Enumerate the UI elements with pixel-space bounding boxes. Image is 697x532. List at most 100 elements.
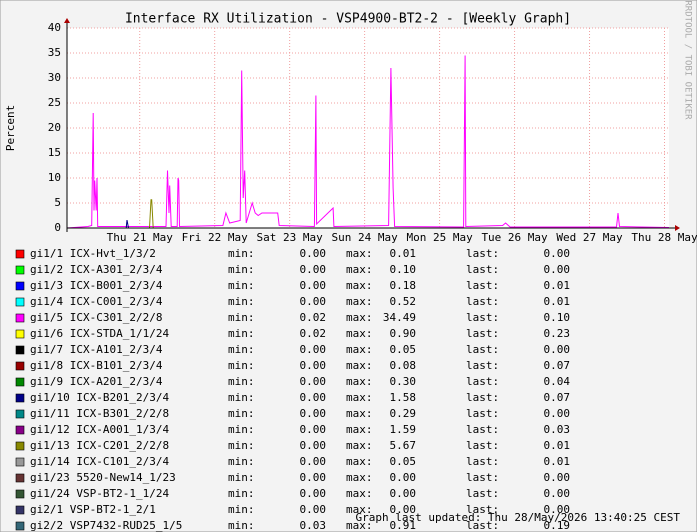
stat-label: last: [466,327,499,340]
stat-value: 0.05 [390,343,417,356]
stat-label: min: [228,391,255,404]
stat-label: max: [346,295,373,308]
legend-swatch [15,345,25,355]
y-tick-label: 10 [48,171,61,184]
stat-value: 1.58 [390,391,417,404]
stat-label: last: [466,391,499,404]
stat-label: last: [466,439,499,452]
legend-swatch [15,329,25,339]
stat-label: min: [228,343,255,356]
y-arrow [64,18,70,23]
stat-label: min: [228,359,255,372]
stat-label: last: [466,247,499,260]
stat-label: min: [228,263,255,276]
stat-value: 0.00 [300,263,327,276]
stat-label: max: [346,343,373,356]
stat-label: last: [466,263,499,276]
y-tick-label: 15 [48,146,61,159]
y-tick-label: 35 [48,46,61,59]
legend-label: gi2/2 VSP7432-RUD25_1/5 [30,519,182,532]
stat-value: 0.00 [300,487,327,500]
series-line [66,55,670,229]
legend-label: gi1/10 ICX-B201_2/3/4 [30,391,169,404]
stat-value: 0.05 [390,455,417,468]
stat-label: max: [346,391,373,404]
legend-swatch [15,249,25,259]
stat-value: 0.10 [544,311,571,324]
stat-label: min: [228,327,255,340]
stat-value: 0.01 [390,247,417,260]
stat-label: last: [466,279,499,292]
legend-label: gi1/14 ICX-C101_2/3/4 [30,455,169,468]
y-tick-label: 40 [48,21,61,34]
stat-value: 0.00 [300,359,327,372]
stat-value: 0.00 [300,343,327,356]
legend-label: gi1/11 ICX-B301_2/2/8 [30,407,169,420]
stat-value: 0.30 [390,375,417,388]
stat-value: 0.01 [544,439,571,452]
stat-value: 0.07 [544,359,571,372]
stat-value: 1.59 [390,423,417,436]
legend-label: gi1/6 ICX-STDA_1/1/24 [30,327,169,340]
legend-swatch [15,281,25,291]
legend-swatch [15,377,25,387]
stat-label: min: [228,455,255,468]
stat-label: min: [228,295,255,308]
stat-value: 0.00 [300,439,327,452]
stat-value: 0.00 [300,455,327,468]
stat-value: 0.00 [300,407,327,420]
y-tick-label: 5 [54,196,61,209]
y-tick-label: 20 [48,121,61,134]
stat-label: min: [228,423,255,436]
legend-swatch [15,361,25,371]
stat-label: last: [466,455,499,468]
legend-label: gi1/5 ICX-C301_2/2/8 [30,311,162,324]
stat-label: max: [346,327,373,340]
legend-swatch [15,313,25,323]
x-tick-label: Sat 23 May [257,231,324,244]
stat-value: 0.03 [300,519,327,532]
legend-swatch [15,505,25,515]
stat-label: max: [346,263,373,276]
stat-label: min: [228,311,255,324]
stat-label: last: [466,311,499,324]
legend-label: gi1/23 5520-New14_1/23 [30,471,176,484]
stat-label: min: [228,407,255,420]
legend-label: gi1/3 ICX-B001_2/3/4 [30,279,163,292]
stat-label: last: [466,407,499,420]
stat-value: 0.03 [544,423,571,436]
stat-label: last: [466,503,499,516]
legend-label: gi1/1 ICX-Hvt_1/3/2 [30,247,156,260]
y-tick-label: 0 [54,221,61,234]
stat-label: min: [228,247,255,260]
stat-label: min: [228,487,255,500]
legend-swatch [15,393,25,403]
stat-value: 0.00 [544,407,571,420]
stat-value: 0.00 [300,471,327,484]
stat-label: max: [346,311,373,324]
stat-value: 0.18 [390,279,417,292]
stat-value: 0.08 [390,359,417,372]
y-tick-label: 30 [48,71,61,84]
stat-value: 0.00 [544,487,571,500]
stat-label: last: [466,423,499,436]
legend-label: gi1/7 ICX-A101_2/3/4 [30,343,163,356]
stat-label: min: [228,439,255,452]
stat-label: max: [346,503,373,516]
stat-label: max: [346,359,373,372]
legend-swatch [15,409,25,419]
y-tick-label: 25 [48,96,61,109]
x-tick-label: Thu 21 May [107,231,174,244]
stat-value: 0.00 [300,295,327,308]
legend-label: gi1/4 ICX-C001_2/3/4 [30,295,163,308]
stat-value: 34.49 [383,311,416,324]
stat-label: min: [228,375,255,388]
stat-label: max: [346,279,373,292]
stat-label: max: [346,455,373,468]
side-label: RRDTOOL / TOBI OETIKER [683,0,693,120]
legend-swatch [15,297,25,307]
stat-label: max: [346,375,373,388]
legend-swatch [15,425,25,435]
stat-value: 0.00 [390,471,417,484]
